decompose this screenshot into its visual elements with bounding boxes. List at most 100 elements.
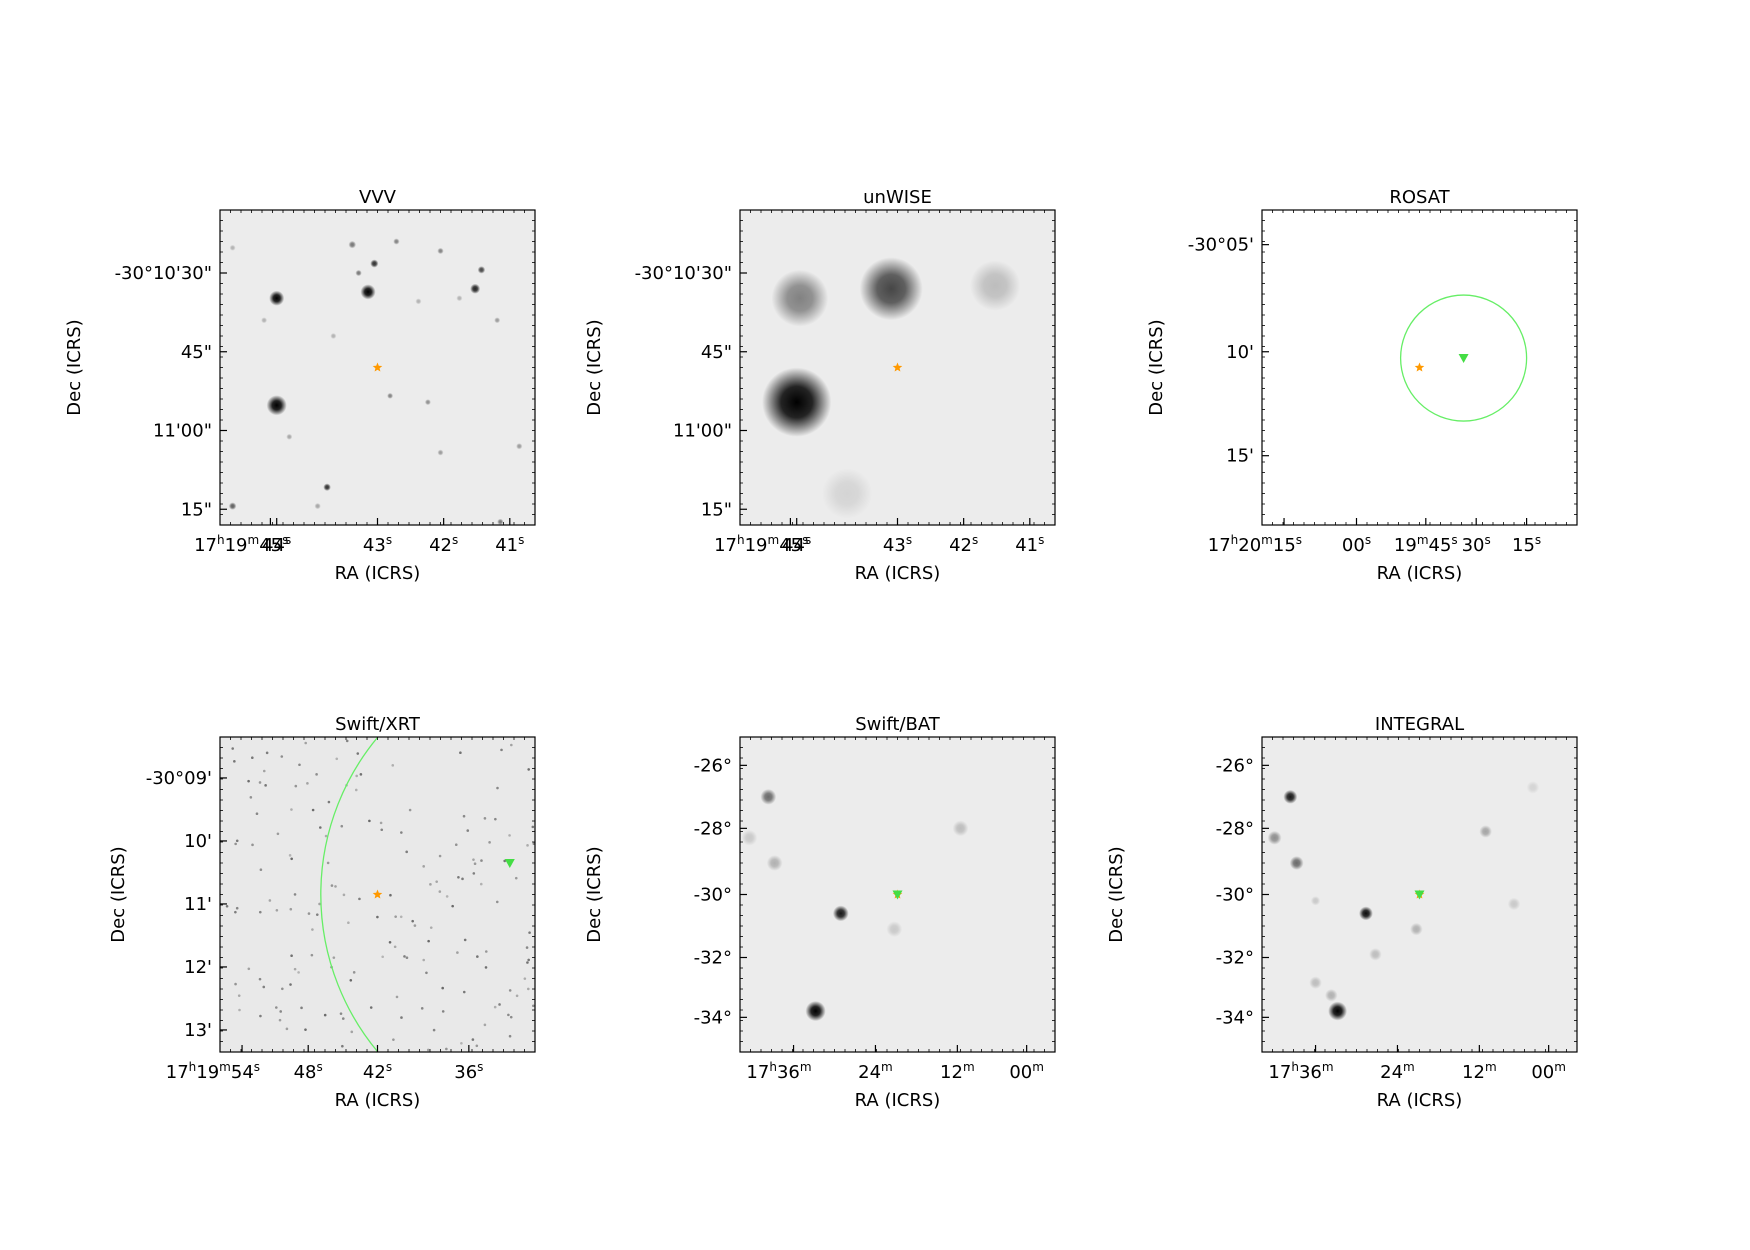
photon-speck	[507, 1013, 510, 1017]
source-blob	[1479, 825, 1492, 838]
source-blob	[424, 399, 431, 406]
photon-speck	[311, 928, 314, 931]
source-blob	[437, 449, 444, 456]
photon-speck	[484, 966, 488, 969]
y-tick-label: -32°	[1216, 948, 1254, 969]
source-blob	[228, 502, 237, 510]
minor-ticks	[740, 210, 1055, 525]
photon-speck	[527, 768, 530, 771]
source-blob	[314, 502, 321, 510]
photon-speck	[289, 983, 292, 986]
photon-speck	[462, 814, 466, 818]
photon-speck	[479, 882, 483, 886]
photon-speck	[480, 859, 483, 862]
panel-title: Swift/BAT	[855, 714, 941, 735]
photon-speck	[290, 954, 293, 957]
x-tick-label: 24m	[858, 1060, 893, 1083]
photon-speck	[381, 955, 384, 959]
photon-speck	[341, 1017, 345, 1020]
image-content	[1399, 294, 1528, 422]
photon-speck	[445, 1047, 448, 1051]
source-blob	[1507, 897, 1521, 911]
source-blob	[497, 518, 504, 525]
x-tick-label: 00s	[1342, 533, 1371, 556]
x-tick-label: 48s	[294, 1060, 323, 1083]
source-blob	[360, 284, 376, 300]
source-blob	[348, 240, 357, 249]
y-tick-label: -30°10'30"	[115, 263, 212, 284]
photon-speck	[379, 821, 383, 825]
panel-5: INTEGRAL -26° -28° -30° -32° -34° 17h36m 24m 12m…	[1106, 714, 1578, 1111]
panel-title: VVV	[359, 187, 397, 208]
y-tick-label: 45"	[181, 342, 212, 363]
source-blob	[886, 921, 903, 938]
photon-speck	[279, 1010, 283, 1013]
source-blob	[393, 238, 400, 245]
photon-speck	[389, 893, 392, 897]
x-tick-label: 12m	[940, 1060, 975, 1083]
x-axis-label: RA (ICRS)	[855, 563, 941, 584]
photon-speck	[235, 839, 239, 843]
photon-speck	[526, 844, 529, 847]
photon-speck	[330, 884, 334, 887]
panel-4: Swift/BAT -26° -28° -30° -32° -34° 17h36m 24m 12…	[584, 714, 1056, 1111]
photon-speck	[498, 1003, 501, 1006]
photon-speck	[234, 910, 237, 914]
photon-speck	[461, 877, 464, 881]
source-blob	[261, 317, 268, 324]
photon-speck	[495, 900, 499, 904]
photon-speck	[508, 1034, 512, 1038]
photon-speck	[510, 743, 513, 747]
x-tick-label: 30s	[1462, 533, 1491, 556]
y-axis-label: Dec (ICRS)	[108, 846, 129, 942]
photon-speck	[258, 977, 262, 981]
photon-speck	[473, 862, 477, 866]
x-axis-label: RA (ICRS)	[335, 1090, 421, 1111]
photon-speck	[451, 904, 454, 908]
photon-speck	[311, 808, 315, 812]
source-blob	[1283, 789, 1298, 804]
y-tick-label: -26°	[1216, 755, 1254, 776]
minor-ticks	[220, 737, 535, 1052]
photon-speck	[281, 987, 284, 991]
panel-title: Swift/XRT	[335, 714, 421, 735]
photon-speck	[508, 989, 512, 992]
photon-speck	[369, 1006, 373, 1009]
source-blob	[229, 244, 236, 251]
photon-speck	[508, 834, 511, 837]
photon-speck	[238, 1008, 241, 1012]
photon-speck	[392, 1038, 395, 1041]
y-tick-label: -28°	[1216, 818, 1254, 839]
source-blob	[1309, 976, 1322, 989]
photon-speck	[484, 950, 488, 953]
x-tick-label: 41s	[1015, 533, 1044, 556]
photon-speck	[306, 782, 309, 785]
photon-speck	[234, 842, 237, 846]
photon-speck	[326, 861, 330, 865]
photon-speck	[411, 919, 414, 923]
photon-speck	[332, 956, 336, 959]
photon-speck	[275, 1006, 278, 1009]
photon-speck	[429, 883, 432, 886]
source-blob	[760, 788, 777, 805]
photon-speck	[323, 1013, 327, 1017]
photon-speck	[438, 854, 442, 858]
x-tick-label: 42s	[429, 533, 458, 556]
photon-speck	[340, 824, 344, 828]
photon-speck	[493, 1005, 497, 1009]
source-blob	[1267, 830, 1282, 845]
y-tick-label: -30°10'30"	[635, 263, 732, 284]
photon-speck	[405, 850, 408, 854]
x-tick-label: 44s	[262, 533, 291, 556]
photon-speck	[356, 752, 360, 755]
source-blob	[805, 1000, 826, 1022]
photon-speck	[425, 971, 428, 975]
y-tick-label: -34°	[1216, 1007, 1254, 1028]
x-tick-label: 36s	[454, 1060, 483, 1083]
photon-speck	[403, 955, 406, 958]
photon-speck	[438, 890, 442, 893]
source-blob	[1410, 922, 1423, 936]
x-tick-label: 24m	[1380, 1060, 1415, 1083]
photon-speck	[408, 808, 412, 812]
